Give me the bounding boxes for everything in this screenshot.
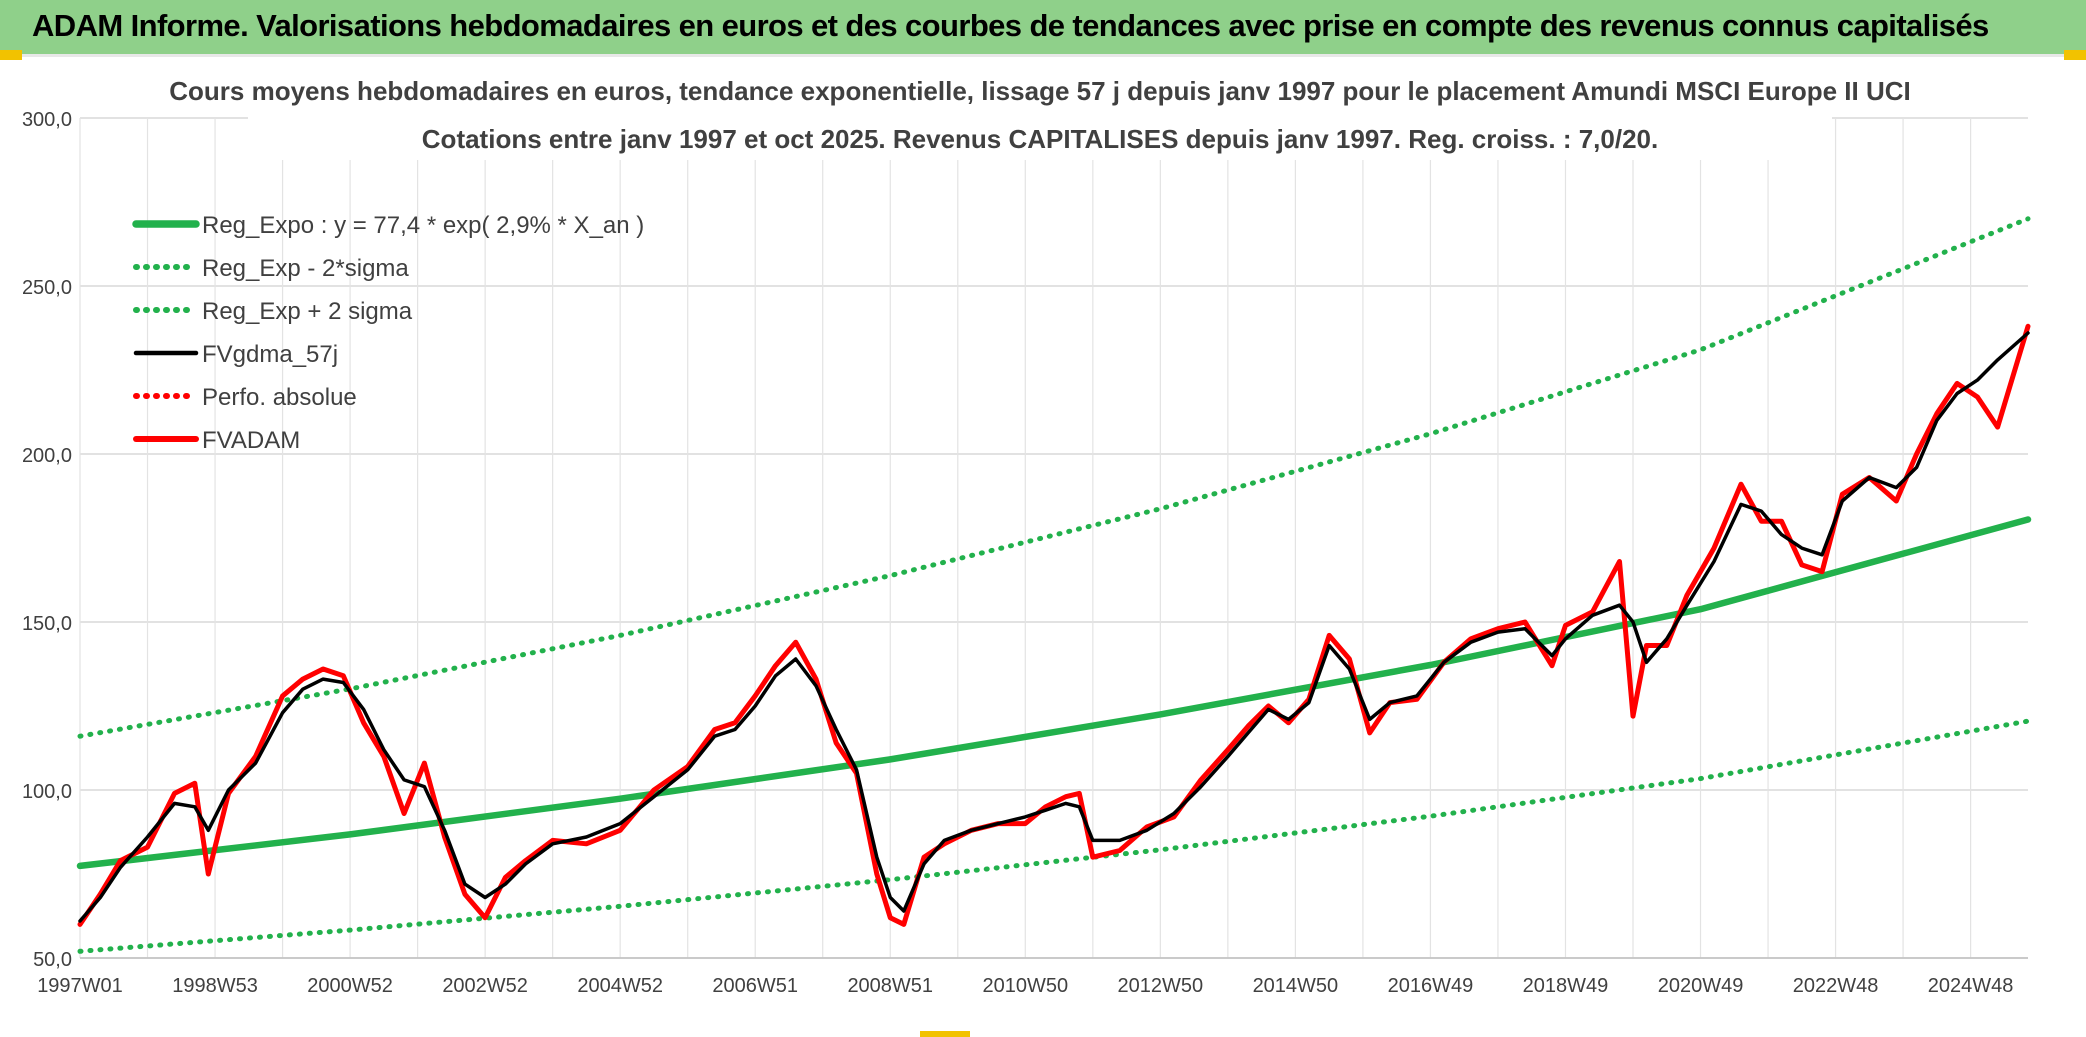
report-banner: ADAM Informe. Valorisations hebdomadaire…: [0, 0, 2086, 60]
bottom-accent: [920, 1031, 970, 1037]
x-tick-label: 2018W49: [1523, 975, 1609, 997]
legend-label: Reg_Expo : y = 77,4 * exp( 2,9% * X_an ): [202, 212, 644, 239]
chart-title: Cours moyens hebdomadaires en euros, ten…: [169, 76, 1911, 106]
line-chart: 50,0 100,0 150,0 200,0 250,0 300,0 1997W01 1998…: [22, 62, 2032, 997]
legend-label: Reg_Exp - 2*sigma: [202, 255, 409, 282]
chart-legend: Reg_Expo : y = 77,4 * exp( 2,9% * X_an )…: [132, 212, 644, 454]
chart-subtitle: Cotations entre janv 1997 et oct 2025. R…: [422, 124, 1658, 154]
y-tick-label: 50,0: [33, 949, 72, 971]
chart-title-box: [248, 62, 1832, 160]
x-tick-label: 1998W53: [172, 975, 258, 997]
y-tick-label: 100,0: [22, 781, 72, 803]
chart-series: [76, 216, 2032, 954]
x-tick-label: 2008W51: [847, 975, 933, 997]
x-tick-label: 2014W50: [1253, 975, 1339, 997]
x-tick-label: 2006W51: [712, 975, 798, 997]
banner-corner-right: [2064, 50, 2086, 60]
legend-label: Perfo. absolue: [202, 384, 357, 411]
report-title: ADAM Informe. Valorisations hebdomadaire…: [32, 8, 1989, 43]
chart-area: 50,0 100,0 150,0 200,0 250,0 300,0 1997W01 1998…: [0, 58, 2086, 1037]
banner-corner-left: [0, 50, 22, 60]
x-tick-label: 2010W50: [982, 975, 1068, 997]
x-tick-label: 2016W49: [1388, 975, 1474, 997]
y-tick-label: 150,0: [22, 613, 72, 635]
x-tick-label: 2000W52: [307, 975, 393, 997]
series-line: [78, 331, 2030, 923]
y-tick-label: 250,0: [22, 277, 72, 299]
x-tick-label: 2020W49: [1658, 975, 1744, 997]
series-line: [77, 323, 2031, 927]
x-tick-label: 2004W52: [577, 975, 663, 997]
y-tick-label: 200,0: [22, 445, 72, 467]
x-tick-label: 2002W52: [442, 975, 528, 997]
series-line: [77, 718, 2031, 954]
legend-label: FVgdma_57j: [202, 341, 338, 368]
x-tick-label: 2012W50: [1118, 975, 1204, 997]
series-line: [76, 516, 2032, 870]
chart-axes: 50,0 100,0 150,0 200,0 250,0 300,0 1997W01 1998…: [22, 109, 2028, 997]
legend-label: Reg_Exp + 2 sigma: [202, 298, 413, 325]
y-tick-label: 300,0: [22, 109, 72, 131]
legend-label: FVADAM: [202, 427, 300, 454]
x-tick-label: 1997W01: [37, 975, 123, 997]
x-tick-label: 2024W48: [1928, 975, 2014, 997]
x-tick-label: 2022W48: [1793, 975, 1879, 997]
series-line: [77, 216, 2031, 739]
